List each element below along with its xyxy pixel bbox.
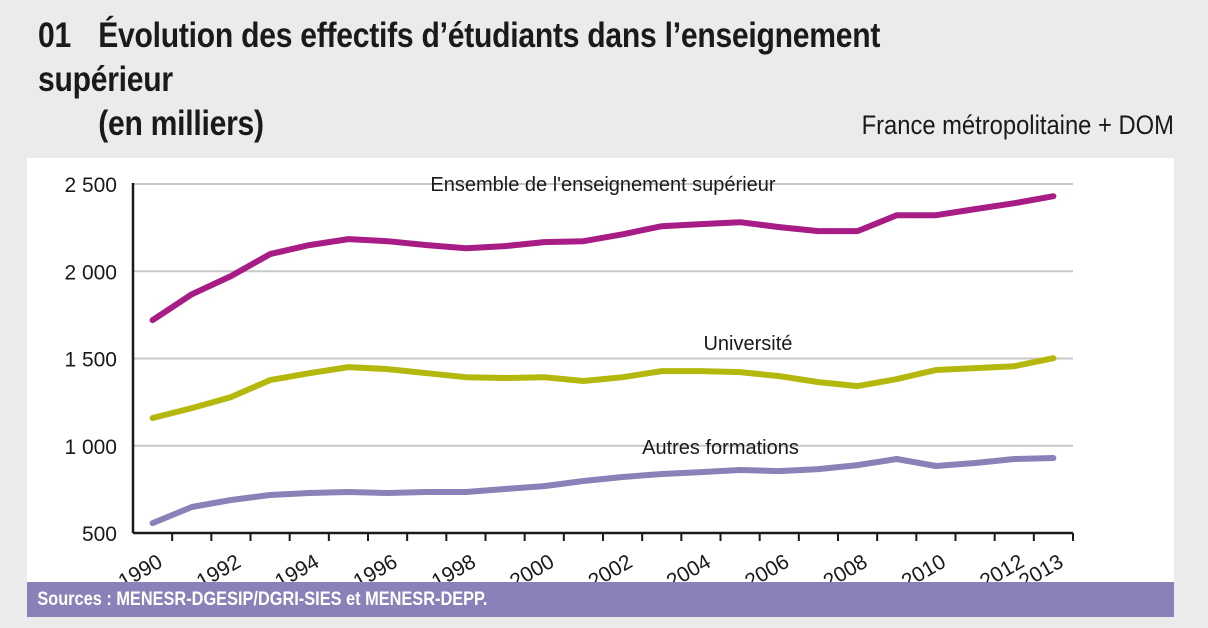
y-tick-label: 1 000 (64, 436, 117, 459)
label-universite: Université (703, 333, 792, 355)
label-ensemble: Ensemble de l'enseignement supérieur (430, 174, 775, 196)
x-tick-label: 2002 (584, 550, 636, 582)
x-tick-label: 1996 (349, 550, 401, 582)
series-line-universite (149, 355, 1057, 421)
x-tick-label: 2000 (506, 550, 558, 582)
x-tick-label: 2010 (898, 550, 950, 582)
title-line-1: 01 Évolution des effectifs d’étudiants da… (38, 14, 1010, 102)
source-band: Sources : MENESR-DGESIP/DGRI-SIES et MEN… (27, 582, 1174, 617)
label-autres: Autres formations (642, 437, 799, 459)
x-tick-label: 2006 (741, 550, 793, 582)
y-tick-label: 2 500 (64, 174, 117, 197)
scope-label: France métropolitaine + DOM (861, 110, 1174, 140)
figure-number: 01 (38, 16, 71, 55)
x-tick-label: 1990 (114, 550, 166, 582)
series-line-autres (149, 455, 1057, 527)
chart-title: 01 Évolution des effectifs d’étudiants da… (38, 14, 1010, 146)
x-tick-label: 1992 (193, 550, 245, 582)
y-tick-label: 500 (82, 523, 117, 546)
x-tick-label: 2004 (663, 550, 715, 582)
x-tick-label: 1998 (428, 550, 480, 582)
series-line-ensemble (149, 193, 1057, 324)
title-line-2: (en milliers) (98, 104, 264, 143)
line-chart: 500 1 000 1 500 2 000 2 500 1990 1992 1994 1996 1… (64, 174, 1074, 582)
source-text: Sources : MENESR-DGESIP/DGRI-SIES et MEN… (37, 589, 488, 610)
x-tick-label: 1994 (271, 550, 323, 582)
x-tick-label: 2008 (819, 550, 871, 582)
chart-panel: 500 1 000 1 500 2 000 2 500 1990 1992 1994 1996 1… (27, 158, 1174, 582)
title-text: Évolution des effectifs d’étudiants dans… (38, 16, 881, 99)
y-tick-label: 1 500 (64, 349, 117, 372)
y-tick-label: 2 000 (64, 261, 117, 284)
